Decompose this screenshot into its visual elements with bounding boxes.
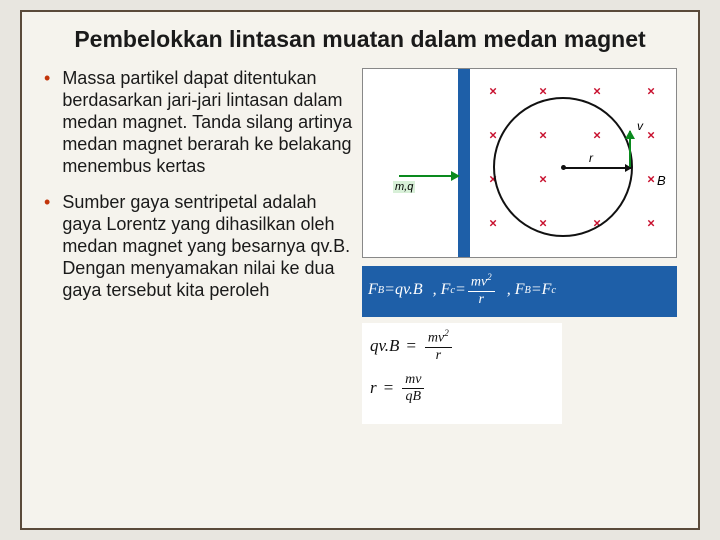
fraction: mv qB [402,373,424,404]
radius-line [563,167,631,169]
field-x-mark: × [539,84,547,99]
field-diagram: ××××××××××××××× r m,q v B [362,68,677,258]
bullet-text: Massa partikel dapat ditentukan berdasar… [62,68,354,178]
text-column: • Massa partikel dapat ditentukan berdas… [44,68,354,423]
fraction: mv2 r [425,329,452,363]
eq-row: qv.B = mv2 r [370,329,554,363]
eq-fb: FB = qv.B [368,281,423,299]
field-x-mark: × [489,216,497,231]
bullet-text: Sumber gaya sentripetal adalah gaya Lore… [62,192,354,302]
field-label: B [657,173,666,188]
field-x-mark: × [593,84,601,99]
eq-fc: Fc = mv2 r [441,273,497,307]
velocity-label: v [637,119,643,133]
eq-row: r = mv qB [370,373,554,404]
field-x-mark: × [647,216,655,231]
incoming-arrow [399,175,459,177]
field-x-mark: × [489,128,497,143]
bullet-item: • Massa partikel dapat ditentukan berdas… [44,68,354,178]
radius-label: r [589,151,593,165]
bullet-dot: • [44,192,50,302]
slide-body: • Massa partikel dapat ditentukan berdas… [44,68,676,423]
barrier [458,69,470,257]
equation-strip: FB = qv.B , Fc = mv2 r , FB = [362,266,677,317]
field-x-mark: × [647,84,655,99]
field-x-mark: × [647,172,655,187]
bullet-item: • Sumber gaya sentripetal adalah gaya Lo… [44,192,354,302]
figure-column: ××××××××××××××× r m,q v B FB = qv.B , [362,68,677,423]
slide-frame: Pembelokkan lintasan muatan dalam medan … [20,10,700,530]
field-x-mark: × [489,84,497,99]
equation-derivation: qv.B = mv2 r r = mv qB [362,323,562,424]
bullet-dot: • [44,68,50,178]
fraction: mv2 r [468,273,495,307]
field-x-mark: × [647,128,655,143]
slide-title: Pembelokkan lintasan muatan dalam medan … [44,26,676,52]
eq-tail: FB = Fc [515,281,556,299]
mq-label: m,q [393,181,415,193]
velocity-arrow [629,131,631,167]
